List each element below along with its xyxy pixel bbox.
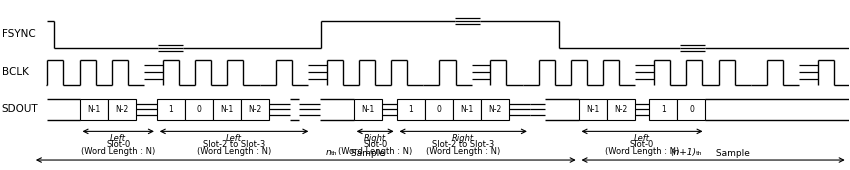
Text: N-1: N-1 (586, 105, 599, 114)
Text: N-1: N-1 (361, 105, 374, 114)
Text: (Word Length : N): (Word Length : N) (605, 147, 679, 156)
Text: 1: 1 (408, 105, 413, 114)
Text: FSYNC: FSYNC (2, 29, 36, 39)
Text: N-2: N-2 (248, 105, 262, 114)
Bar (80, 99, 108, 120)
Text: Slot-0: Slot-0 (106, 140, 130, 149)
Bar (157, 99, 184, 120)
Text: Slot-0: Slot-0 (630, 140, 654, 149)
Bar (241, 99, 269, 120)
Text: 0: 0 (436, 105, 441, 114)
Text: n: n (326, 148, 332, 157)
Text: (Word Length : N): (Word Length : N) (81, 147, 156, 156)
Bar (649, 99, 677, 120)
Bar (480, 99, 508, 120)
Text: Sample: Sample (348, 149, 385, 157)
Text: SDOUT: SDOUT (2, 104, 38, 114)
Text: (Word Length : N): (Word Length : N) (197, 147, 271, 156)
Bar (184, 99, 212, 120)
Bar (397, 99, 425, 120)
Bar (677, 99, 706, 120)
Text: Left: Left (226, 134, 242, 143)
Text: N-2: N-2 (614, 105, 627, 114)
Text: Slot-0: Slot-0 (363, 140, 388, 149)
Text: Left: Left (110, 134, 127, 143)
Bar (425, 99, 452, 120)
Text: th: th (696, 151, 703, 156)
Text: Left: Left (634, 134, 650, 143)
Bar (354, 99, 382, 120)
Text: Right: Right (452, 134, 474, 143)
Bar (607, 99, 635, 120)
Text: N-1: N-1 (460, 105, 473, 114)
Text: Right: Right (364, 134, 386, 143)
Text: BCLK: BCLK (2, 67, 28, 77)
Text: N-1: N-1 (87, 105, 100, 114)
Text: (Word Length : N): (Word Length : N) (426, 147, 501, 156)
Text: 0: 0 (196, 105, 201, 114)
Text: 0: 0 (689, 105, 694, 114)
Bar (579, 99, 607, 120)
Text: Slot-2 to Slot-3: Slot-2 to Slot-3 (432, 140, 495, 149)
Text: Slot-2 to Slot-3: Slot-2 to Slot-3 (203, 140, 265, 149)
Text: N-1: N-1 (220, 105, 234, 114)
Text: N-2: N-2 (488, 105, 502, 114)
Text: N-2: N-2 (115, 105, 128, 114)
Bar (452, 99, 480, 120)
Text: (n+1): (n+1) (670, 148, 696, 157)
Bar (212, 99, 241, 120)
Text: (Word Length : N): (Word Length : N) (338, 147, 412, 156)
Text: 1: 1 (661, 105, 666, 114)
Text: th: th (332, 151, 337, 156)
Text: Sample: Sample (713, 149, 750, 157)
Text: 1: 1 (168, 105, 173, 114)
Bar (108, 99, 136, 120)
